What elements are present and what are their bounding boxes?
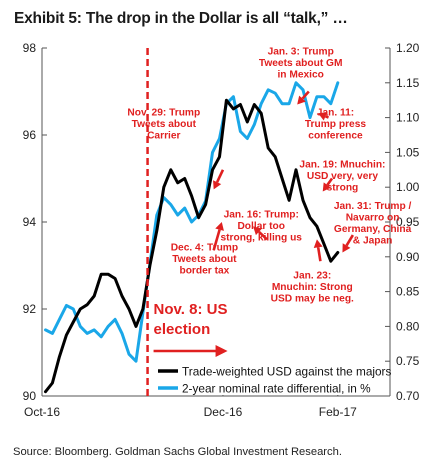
annotation-7-line-0: Jan. 23: <box>293 271 331 282</box>
series-layer <box>44 81 340 394</box>
annotation-6-line-3: & Japan <box>353 235 393 246</box>
annotation-0-arrow-head <box>213 180 222 190</box>
annotation-0-line-0: Nov. 29: Trump <box>127 107 200 118</box>
annotation-3-line-2: in Mexico <box>277 70 323 81</box>
x-tick-label: Feb-17 <box>319 405 357 419</box>
legend-label-1: 2-year nominal rate differential, in % <box>182 382 371 396</box>
right-tick-label: 1.00 <box>396 180 420 194</box>
right-tick-label: 1.15 <box>396 76 420 90</box>
annotation-1-arrow-shaft <box>212 229 221 251</box>
annotation-2-line-1: Dollar too <box>237 221 285 232</box>
annotation-5-arrow-head <box>322 182 332 192</box>
election-label-line1: Nov. 8: US <box>154 301 228 318</box>
x-tick-label: Dec-16 <box>204 405 243 419</box>
annotation-5-line-2: strong <box>327 183 359 194</box>
annotation-2-line-2: strong, killing us <box>220 233 302 244</box>
annotation-3-line-1: Tweets about GM <box>259 58 343 69</box>
annotation-5-line-0: Jan. 19: Mnuchin: <box>299 160 385 171</box>
annotation-5-line-1: USD very, very <box>307 171 379 182</box>
annotation-7-arrow-head <box>313 239 323 249</box>
right-tick-label: 0.90 <box>396 250 420 264</box>
rate-differential-line <box>44 81 340 363</box>
left-tick-label: 98 <box>23 41 37 55</box>
annotation-6-line-1: Navarro on <box>346 212 400 223</box>
right-tick-label: 0.80 <box>396 319 420 333</box>
annotation-1-line-0: Dec. 4: Trump <box>171 242 238 253</box>
annotation-0-line-2: Carrier <box>147 130 180 141</box>
left-tick-label: 96 <box>23 128 37 142</box>
annotation-1-arrow-head <box>215 222 224 231</box>
right-tick-label: 0.70 <box>396 389 420 403</box>
annotation-7-arrow-shaft <box>316 247 322 262</box>
left-tick-label: 92 <box>23 302 37 316</box>
annotation-4-line-1: Trump press <box>305 119 366 130</box>
annotation-7-line-1: Mnuchin: Strong <box>272 282 353 293</box>
annotation-2-line-0: Jan. 16: Trump: <box>224 210 299 221</box>
left-tick-label: 90 <box>23 389 37 403</box>
source-note: Source: Bloomberg. Goldman Sachs Global … <box>13 446 342 458</box>
right-tick-label: 1.10 <box>396 111 420 125</box>
annotation-1-line-1: Tweets about <box>172 254 237 265</box>
annotation-2-arrow-shaft <box>258 230 268 241</box>
event-layer: Nov. 8: US election <box>146 48 228 396</box>
chart-title: Exhibit 5: The drop in the Dollar is all… <box>14 10 348 27</box>
annotation-4-line-0: Jan. 11: <box>317 107 354 118</box>
legend: Trade-weighted USD against the majors 2-y… <box>158 362 391 396</box>
annotation-2-arrow-head <box>253 226 263 236</box>
annotation-3-arrow-shaft <box>301 90 310 100</box>
right-tick-label: 1.05 <box>396 145 420 159</box>
annotation-4-arrow-shaft <box>324 115 330 119</box>
annotation-6-arrow-head <box>342 243 351 253</box>
legend-background <box>180 362 388 395</box>
annotation-6-arrow-shaft <box>345 234 354 247</box>
annotation-0-arrow-shaft <box>215 169 225 183</box>
right-tick-label: 0.95 <box>396 215 420 229</box>
election-label-line2: election <box>154 321 211 338</box>
annotation-6-line-2: Germany, China <box>334 224 412 235</box>
left-tick-label: 94 <box>23 215 37 229</box>
annotation-4-arrow-head <box>318 112 328 121</box>
usd-line <box>44 98 340 394</box>
annotation-5-arrow-shaft <box>326 177 334 186</box>
annotation-3-arrow-head <box>297 95 306 105</box>
x-tick-label: Oct-16 <box>24 405 60 419</box>
annotation-6-line-0: Jan. 31: Trump / <box>334 201 412 212</box>
legend-label-0: Trade-weighted USD against the majors <box>182 365 391 379</box>
annotation-1-line-2: border tax <box>179 265 229 276</box>
annotation-4-line-2: conference <box>308 130 363 141</box>
right-tick-label: 0.85 <box>396 285 420 299</box>
annotation-7-line-2: USD may be neg. <box>271 294 354 305</box>
annotation-0-line-1: Tweets about <box>132 119 197 130</box>
annotation-3-line-0: Jan. 3: Trump <box>268 47 334 58</box>
right-tick-label: 0.75 <box>396 354 420 368</box>
election-arrow-head <box>215 345 228 357</box>
axes: 90 92 94 96 98 0.70 0.75 0.80 0.85 0.90 0.95 1.00 1.… <box>23 41 420 419</box>
right-tick-label: 1.20 <box>396 41 420 55</box>
